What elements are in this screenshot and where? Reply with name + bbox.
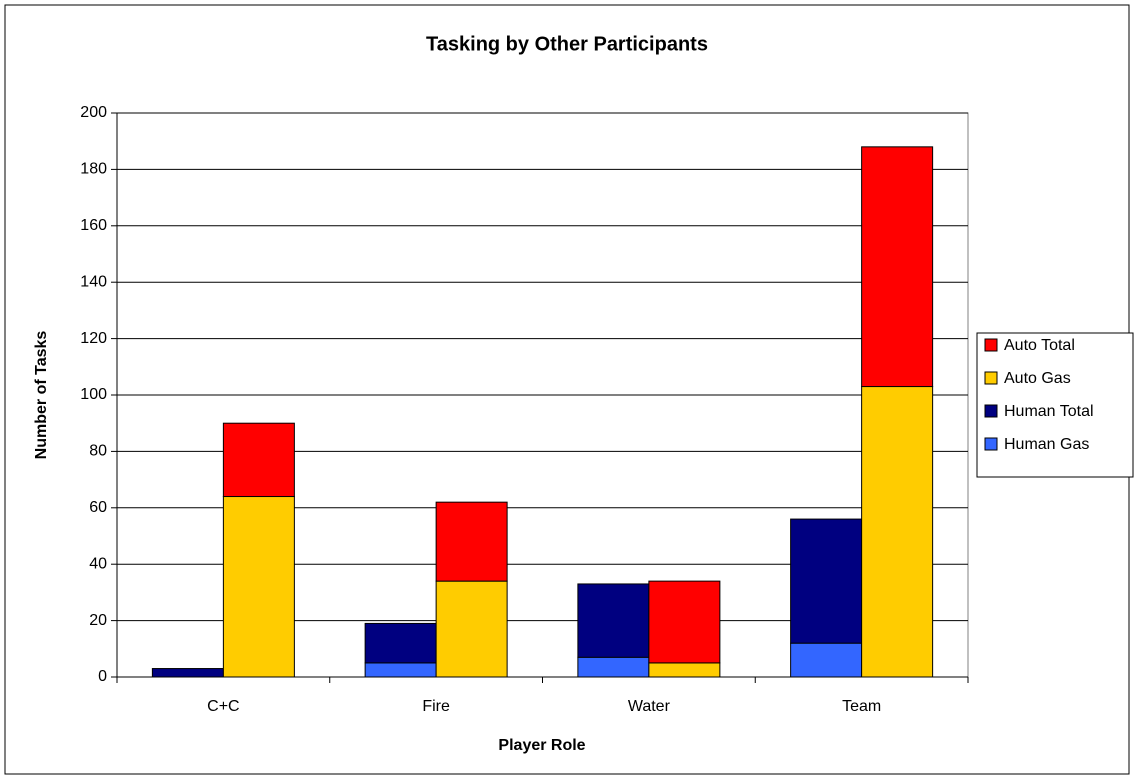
- legend-label: Human Total: [1004, 403, 1094, 420]
- chart-title: Tasking by Other Participants: [426, 33, 708, 55]
- bar-segment: [790, 642, 863, 678]
- y-tick-label: 60: [89, 499, 107, 516]
- x-tick-label: Water: [628, 698, 671, 715]
- x-tick-label: Fire: [422, 698, 450, 715]
- legend-swatch: [984, 404, 998, 418]
- x-tick-label: C+C: [207, 698, 239, 715]
- y-tick-label: 0: [98, 668, 107, 685]
- bar-segment: [861, 146, 934, 388]
- x-tick-label: Team: [842, 698, 881, 715]
- bar-segment: [577, 583, 650, 658]
- bar-segment: [364, 622, 437, 664]
- legend-box: [976, 332, 1134, 478]
- bar-segment: [364, 662, 437, 678]
- bar-segment: [861, 386, 934, 678]
- y-tick-label: 160: [80, 217, 107, 234]
- bar-segment: [435, 580, 508, 678]
- bar-segment: [648, 580, 721, 664]
- bar-segment: [577, 656, 650, 678]
- legend-swatch: [984, 338, 998, 352]
- bar-segment: [435, 501, 508, 582]
- y-axis-label: Number of Tasks: [33, 331, 50, 460]
- y-tick-label: 180: [80, 161, 107, 178]
- bar-segment: [790, 518, 863, 644]
- bar-segment: [151, 668, 224, 678]
- y-tick-label: 200: [80, 104, 107, 121]
- x-axis-label: Player Role: [498, 737, 585, 754]
- bar-segment: [222, 422, 295, 498]
- legend-label: Auto Total: [1004, 337, 1075, 354]
- y-tick-label: 100: [80, 386, 107, 403]
- bar-segment: [222, 496, 295, 678]
- y-tick-label: 140: [80, 273, 107, 290]
- legend-swatch: [984, 371, 998, 385]
- y-tick-label: 20: [89, 612, 107, 629]
- y-tick-label: 80: [89, 443, 107, 460]
- legend-label: Human Gas: [1004, 436, 1089, 453]
- legend-swatch: [984, 437, 998, 451]
- y-tick-label: 120: [80, 330, 107, 347]
- bar-segment: [648, 662, 721, 678]
- legend-label: Auto Gas: [1004, 370, 1071, 387]
- y-tick-label: 40: [89, 555, 107, 572]
